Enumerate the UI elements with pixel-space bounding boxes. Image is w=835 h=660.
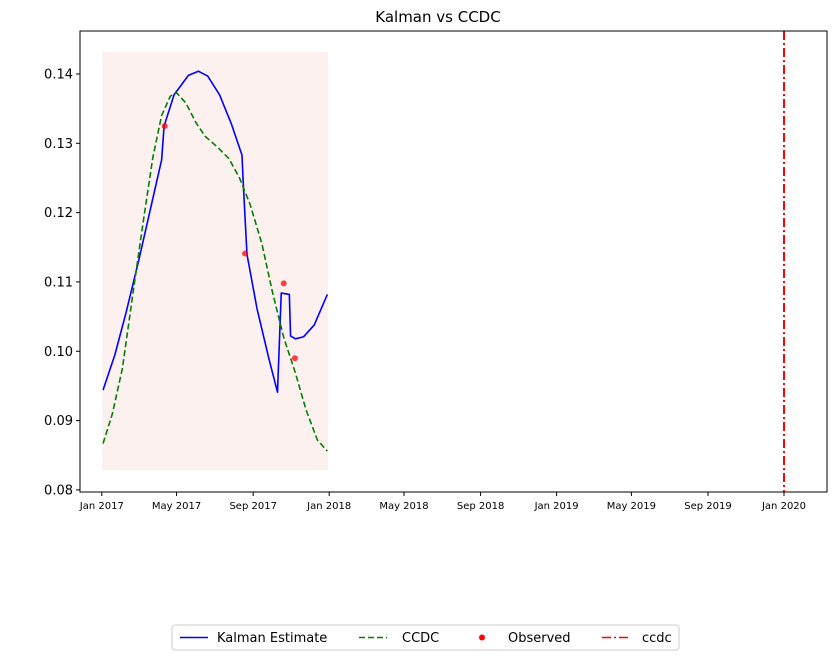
legend: Kalman Estimate CCDC Observed ccdc xyxy=(171,624,680,651)
shaded-region xyxy=(102,52,328,471)
x-tick-label-5: Sep 2018 xyxy=(457,501,504,512)
x-tick-label-9: Jan 2020 xyxy=(761,501,806,512)
y-tick-label-3: 0.11 xyxy=(44,275,73,290)
observed-point-0 xyxy=(161,122,168,129)
x-tick-label-0: Jan 2017 xyxy=(79,501,124,512)
x-tick-label-6: Jan 2019 xyxy=(534,501,579,512)
plot-area: Jan 2017 May 2017 Sep 2017 Jan 2018 May 2018… xyxy=(44,30,828,512)
chart-title: Kalman vs CCDC xyxy=(375,8,500,26)
observed-point-1 xyxy=(242,250,249,257)
legend-label-3: ccdc xyxy=(642,631,672,646)
series-line-0 xyxy=(102,70,329,393)
legend-swatch-observed xyxy=(479,634,485,641)
axes-frame xyxy=(79,30,828,493)
y-tick-label-0: 0.08 xyxy=(44,483,73,498)
x-tick-label-3: Jan 2018 xyxy=(306,501,351,512)
legend-label-1: CCDC xyxy=(402,631,439,646)
x-tick-label-7: May 2019 xyxy=(607,501,656,512)
legend-label-0: Kalman Estimate xyxy=(217,631,327,646)
x-tick-label-2: Sep 2017 xyxy=(229,501,276,512)
y-tick-label-5: 0.13 xyxy=(44,137,73,152)
y-tick-label-1: 0.09 xyxy=(44,414,73,429)
legend-box xyxy=(171,624,680,651)
y-tick-label-2: 0.10 xyxy=(44,345,73,360)
legend-label-2: Observed xyxy=(508,631,571,646)
observed-point-2 xyxy=(280,280,287,287)
y-tick-label-6: 0.14 xyxy=(44,67,73,82)
x-tick-label-1: May 2017 xyxy=(152,501,201,512)
y-tick-label-4: 0.12 xyxy=(44,206,73,221)
x-tick-label-4: May 2018 xyxy=(379,501,428,512)
x-tick-label-8: Sep 2019 xyxy=(684,501,731,512)
series-line-1 xyxy=(102,91,328,452)
observed-point-3 xyxy=(291,355,298,362)
